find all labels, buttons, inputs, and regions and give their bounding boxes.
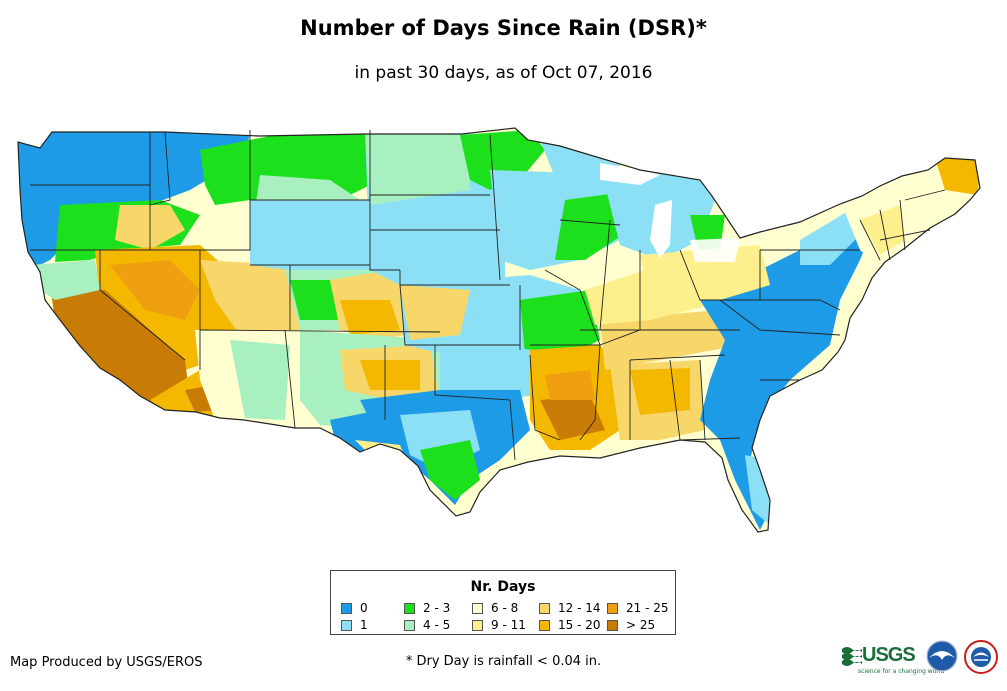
national-weather-service-icon	[964, 640, 998, 674]
dry-day-footnote: * Dry Day is rainfall < 0.04 in.	[405, 654, 602, 669]
legend-label-1: 1	[360, 618, 368, 632]
legend-label-9: > 25	[626, 618, 656, 632]
map-subtitle: in past 30 days, as of Oct 07, 2016	[354, 63, 653, 83]
legend: Nr. Days 0 1 2 - 3 4 - 5 6 - 8 9 - 11 12…	[330, 570, 676, 635]
us-outline	[17, 127, 981, 533]
legend-label-3: 4 - 5	[423, 618, 451, 632]
usgs-logo: USGS science for a changing world	[842, 642, 944, 675]
legend-label-4: 6 - 8	[491, 601, 519, 615]
legend-swatch-6	[539, 603, 550, 614]
dsr-map-fill	[18, 128, 980, 532]
usgs-wordmark: USGS	[862, 644, 916, 666]
map-credit: Map Produced by USGS/EROS	[10, 655, 203, 670]
usgs-wave-icon	[842, 647, 862, 666]
legend-label-2: 2 - 3	[423, 601, 451, 615]
legend-swatch-8	[607, 603, 618, 614]
legend-swatch-2	[404, 603, 415, 614]
legend-swatch-5	[472, 620, 483, 631]
state-boundaries	[30, 130, 946, 461]
legend-swatch-7	[539, 620, 550, 631]
legend-swatch-0	[341, 603, 352, 614]
noaa-seagull-icon	[926, 640, 958, 672]
legend-swatch-4	[472, 603, 483, 614]
legend-swatch-3	[404, 620, 415, 631]
map-title: Number of Days Since Rain (DSR)*	[300, 16, 707, 40]
agency-logos: USGS science for a changing world	[842, 636, 1002, 676]
legend-label-6: 12 - 14	[558, 601, 601, 615]
legend-title: Nr. Days	[470, 579, 536, 595]
legend-label-5: 9 - 11	[491, 618, 526, 632]
legend-label-0: 0	[360, 601, 368, 615]
usgs-tagline: science for a changing world	[858, 668, 945, 675]
legend-swatch-1	[341, 620, 352, 631]
legend-label-7: 15 - 20	[558, 618, 601, 632]
legend-label-8: 21 - 25	[626, 601, 669, 615]
legend-swatch-9	[607, 620, 618, 631]
